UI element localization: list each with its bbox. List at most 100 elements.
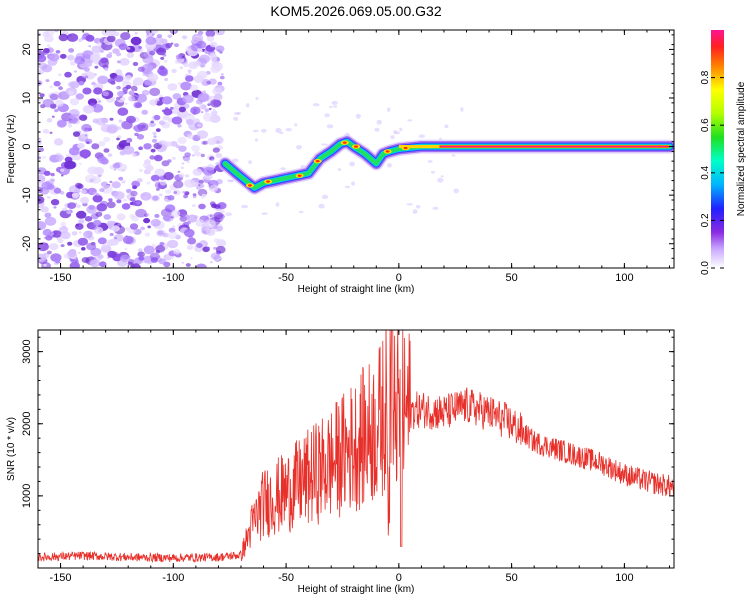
noise-speck (151, 243, 156, 248)
noise-speck (83, 67, 90, 72)
noise-speck (212, 99, 222, 107)
noise-speck (111, 225, 120, 232)
noise-speck (80, 189, 87, 195)
noise-speck (85, 34, 95, 42)
noise-speck (79, 149, 91, 159)
noise-speck (77, 251, 81, 254)
noise-speck (220, 73, 224, 76)
y-tick-label: -20 (21, 236, 33, 252)
noise-speck (232, 158, 239, 163)
noise-speck (88, 45, 92, 48)
noise-speck (177, 136, 187, 144)
noise-speck (209, 41, 218, 48)
noise-speck (132, 185, 138, 190)
noise-speck (38, 182, 41, 187)
noise-speck (187, 214, 198, 223)
noise-speck (167, 83, 178, 91)
noise-speck (93, 166, 105, 176)
y-tick-label: -10 (21, 187, 33, 203)
noise-speck (213, 93, 223, 101)
noise-speck (225, 212, 233, 216)
noise-speck (186, 160, 190, 164)
snr-x-axis: -150 -100 -50 0 50 100 (37, 330, 670, 584)
noise-speck (138, 248, 143, 252)
noise-speck (97, 237, 107, 245)
noise-speck (76, 210, 87, 219)
noise-speck (171, 68, 177, 74)
noise-speck (85, 72, 96, 80)
colorbar-tick-label: 0.2 (700, 213, 711, 227)
noise-speck (101, 184, 113, 194)
noise-speck (142, 73, 146, 77)
noise-speck (109, 180, 113, 184)
noise-speck (183, 228, 195, 238)
noise-speck (156, 47, 167, 56)
noise-speck (185, 75, 194, 82)
noise-speck (115, 96, 121, 101)
noise-speck (164, 78, 169, 81)
noise-speck (68, 147, 80, 156)
noise-speck (149, 50, 156, 56)
noise-speck (136, 134, 145, 140)
noise-speck (38, 196, 45, 204)
noise-speck (427, 160, 433, 163)
noise-speck (406, 203, 414, 206)
noise-speck (69, 261, 80, 268)
noise-speck (74, 56, 86, 65)
noise-speck (177, 82, 182, 86)
noise-speck (182, 190, 186, 194)
noise-speck (167, 34, 173, 38)
y-tick-label: 0 (21, 144, 33, 150)
noise-speck (152, 195, 159, 201)
noise-speck (106, 239, 116, 247)
noise-speck (149, 155, 155, 160)
noise-speck (134, 32, 138, 35)
noise-speck (275, 128, 282, 133)
noise-speck (126, 47, 131, 50)
noise-speck (178, 145, 187, 152)
noise-speck (181, 162, 185, 165)
noise-speck (81, 247, 86, 251)
noise-speck (78, 80, 85, 86)
noise-speck (165, 42, 173, 49)
noise-speck (192, 195, 197, 199)
noise-speck (144, 159, 151, 165)
noise-speck (187, 237, 197, 245)
noise-speck (233, 116, 239, 121)
noise-speck (215, 30, 225, 36)
ridge-hot-spot-core (342, 141, 347, 144)
noise-speck (140, 226, 146, 231)
noise-speck (154, 180, 159, 183)
noise-speck (114, 75, 124, 83)
spectrogram-frame (37, 29, 675, 269)
noise-speck (102, 91, 109, 97)
noise-speck (245, 103, 250, 108)
noise-speck (129, 197, 136, 202)
noise-speck (50, 172, 55, 177)
noise-speck (38, 175, 46, 183)
noise-speck (211, 158, 215, 161)
noise-speck (45, 79, 50, 83)
x-tick-label: -150 (50, 572, 72, 584)
noise-speck (173, 191, 178, 194)
noise-speck (158, 141, 163, 145)
noise-speck (151, 138, 158, 143)
noise-speck (170, 210, 181, 218)
noise-speck (53, 206, 57, 209)
noise-speck (106, 201, 116, 209)
noise-speck (351, 181, 356, 186)
noise-speck (118, 43, 128, 51)
noise-speck (182, 94, 194, 104)
noise-speck (58, 73, 62, 77)
noise-speck (53, 187, 62, 194)
noise-speck (344, 185, 350, 189)
noise-speck (97, 156, 108, 164)
noise-speck (125, 188, 132, 193)
noise-speck (107, 123, 119, 133)
noise-speck (116, 213, 126, 221)
noise-speck (54, 30, 59, 33)
noise-speck (62, 207, 68, 212)
noise-speck (183, 63, 189, 68)
noise-speck (192, 168, 203, 176)
noise-speck (141, 89, 150, 96)
